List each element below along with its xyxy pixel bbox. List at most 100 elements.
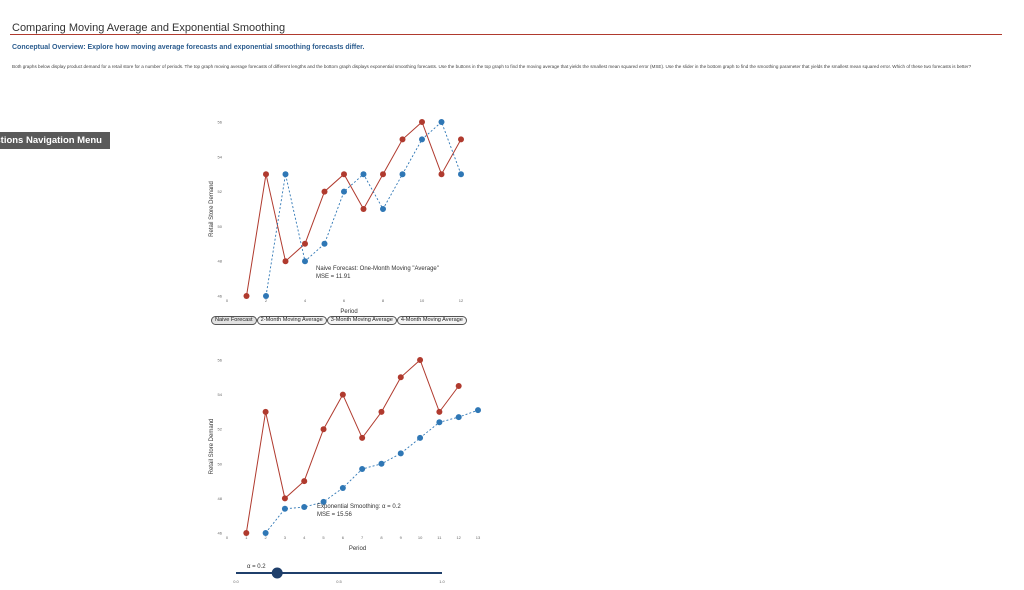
- y-tick-label: 50: [218, 461, 223, 466]
- demand-point: [243, 293, 250, 299]
- x-tick-label: 1: [245, 535, 248, 540]
- slider-max-label: 1.0: [439, 579, 445, 584]
- title-divider: [10, 34, 1002, 35]
- x-axis-title: Period: [349, 546, 366, 552]
- x-tick-label: 6: [343, 298, 346, 303]
- y-tick-label: 56: [218, 358, 223, 363]
- y-tick-label: 46: [218, 294, 223, 299]
- y-axis-title: Retail Store Demand: [209, 181, 215, 237]
- demand-point: [397, 374, 404, 381]
- four-month-ma-button[interactable]: 4-Month Moving Average: [396, 316, 467, 325]
- demand-point: [320, 426, 327, 433]
- page-title: Comparing Moving Average and Exponential…: [12, 22, 286, 34]
- two-month-ma-button[interactable]: 2-Month Moving Average: [256, 316, 327, 325]
- forecast-point: [359, 465, 366, 472]
- forecast-point: [397, 450, 404, 457]
- x-tick-label: 10: [420, 298, 425, 303]
- x-tick-label: 0: [226, 535, 229, 540]
- x-tick-label: 10: [418, 535, 423, 540]
- forecast-point: [339, 485, 346, 492]
- demand-point: [281, 495, 288, 502]
- demand-point: [360, 206, 367, 212]
- demand-point: [417, 357, 424, 363]
- chart-annotation: MSE = 11.91: [316, 274, 351, 280]
- demand-series-line: [246, 121, 462, 297]
- alpha-label: α = 0.2: [247, 564, 266, 570]
- forecast-series-line: [265, 409, 479, 534]
- conceptual-overview: Conceptual Overview: Explore how moving …: [12, 44, 365, 51]
- forecast-point: [281, 505, 288, 512]
- y-tick-label: 52: [218, 189, 223, 194]
- forecast-point: [320, 498, 327, 505]
- x-tick-label: 2: [265, 298, 268, 303]
- forecast-point: [417, 434, 424, 441]
- forecast-point: [360, 171, 367, 178]
- y-tick-label: 48: [218, 496, 223, 501]
- y-tick-label: 46: [218, 531, 223, 536]
- alpha-slider[interactable]: α = 0.2 0.0 0.5 1.0: [233, 564, 445, 584]
- slider-min-label: 0.0: [233, 579, 239, 584]
- y-tick-label: 54: [218, 154, 223, 159]
- chart-exponential-smoothing: 0 1 2 3 4 5 6 7 8 9 10 11 12 13464850525456PeriodReta…: [209, 357, 481, 552]
- demand-point: [282, 258, 289, 265]
- demand-point: [302, 240, 308, 247]
- forecast-point: [378, 460, 385, 467]
- demand-point: [321, 188, 328, 195]
- demand-point: [341, 171, 347, 178]
- x-tick-label: 4: [303, 535, 306, 540]
- demand-point: [419, 119, 425, 125]
- demand-point: [455, 382, 462, 389]
- x-tick-label: 8: [380, 535, 383, 540]
- forecast-point: [341, 188, 347, 195]
- forecast-point: [301, 504, 308, 511]
- demand-point: [380, 171, 386, 178]
- slider-handle[interactable]: [271, 567, 283, 579]
- forecast-point: [263, 293, 269, 299]
- demand-point: [399, 136, 406, 143]
- x-tick-label: 3: [284, 535, 287, 540]
- demand-point: [263, 171, 269, 178]
- demand-point: [301, 478, 308, 485]
- demand-point: [339, 391, 346, 398]
- x-axis-title: Period: [340, 309, 357, 315]
- x-tick-label: 12: [459, 298, 464, 303]
- forecast-point: [262, 530, 269, 536]
- y-tick-label: 54: [218, 392, 223, 397]
- forecast-point: [419, 136, 425, 143]
- y-tick-label: 50: [218, 224, 223, 229]
- slider-mid-label: 0.5: [336, 579, 342, 584]
- forecast-point: [380, 206, 386, 212]
- forecast-point: [436, 419, 443, 426]
- x-tick-label: 2: [264, 535, 267, 540]
- demand-point: [359, 434, 366, 441]
- intro-text: Both graphs below display product demand…: [12, 64, 972, 69]
- x-tick-label: 4: [304, 298, 307, 303]
- y-tick-label: 56: [218, 120, 223, 125]
- forecast-point: [321, 240, 328, 247]
- demand-point: [243, 530, 250, 536]
- demand-point: [436, 408, 443, 415]
- x-tick-label: 7: [361, 535, 364, 540]
- x-tick-label: 8: [382, 298, 385, 303]
- chart-annotation: Exponential Smoothing: α = 0.2: [317, 504, 401, 510]
- y-axis-title: Retail Store Demand: [209, 419, 215, 475]
- three-month-ma-button[interactable]: 3-Month Moving Average: [326, 316, 397, 325]
- x-tick-label: 6: [342, 535, 345, 540]
- demand-point: [438, 171, 445, 178]
- forecast-point: [455, 414, 462, 421]
- x-tick-label: 11: [437, 535, 442, 540]
- chart-annotation: Naive Forecast: One-Month Moving "Averag…: [316, 266, 439, 272]
- forecast-point: [302, 258, 308, 265]
- chart-annotation: MSE = 15.56: [317, 512, 353, 518]
- demand-point: [378, 408, 385, 415]
- forecast-point: [438, 119, 445, 125]
- naive-forecast-button[interactable]: Naive Forecast: [211, 316, 257, 325]
- x-tick-label: 12: [456, 535, 461, 540]
- forecast-button-group: Naive Forecast 2-Month Moving Average 3-…: [211, 316, 467, 325]
- y-tick-label: 52: [218, 427, 223, 432]
- questions-navigation-menu[interactable]: Questions Navigation Menu: [0, 132, 110, 149]
- x-tick-label: 9: [400, 535, 403, 540]
- x-tick-label: 0: [226, 298, 229, 303]
